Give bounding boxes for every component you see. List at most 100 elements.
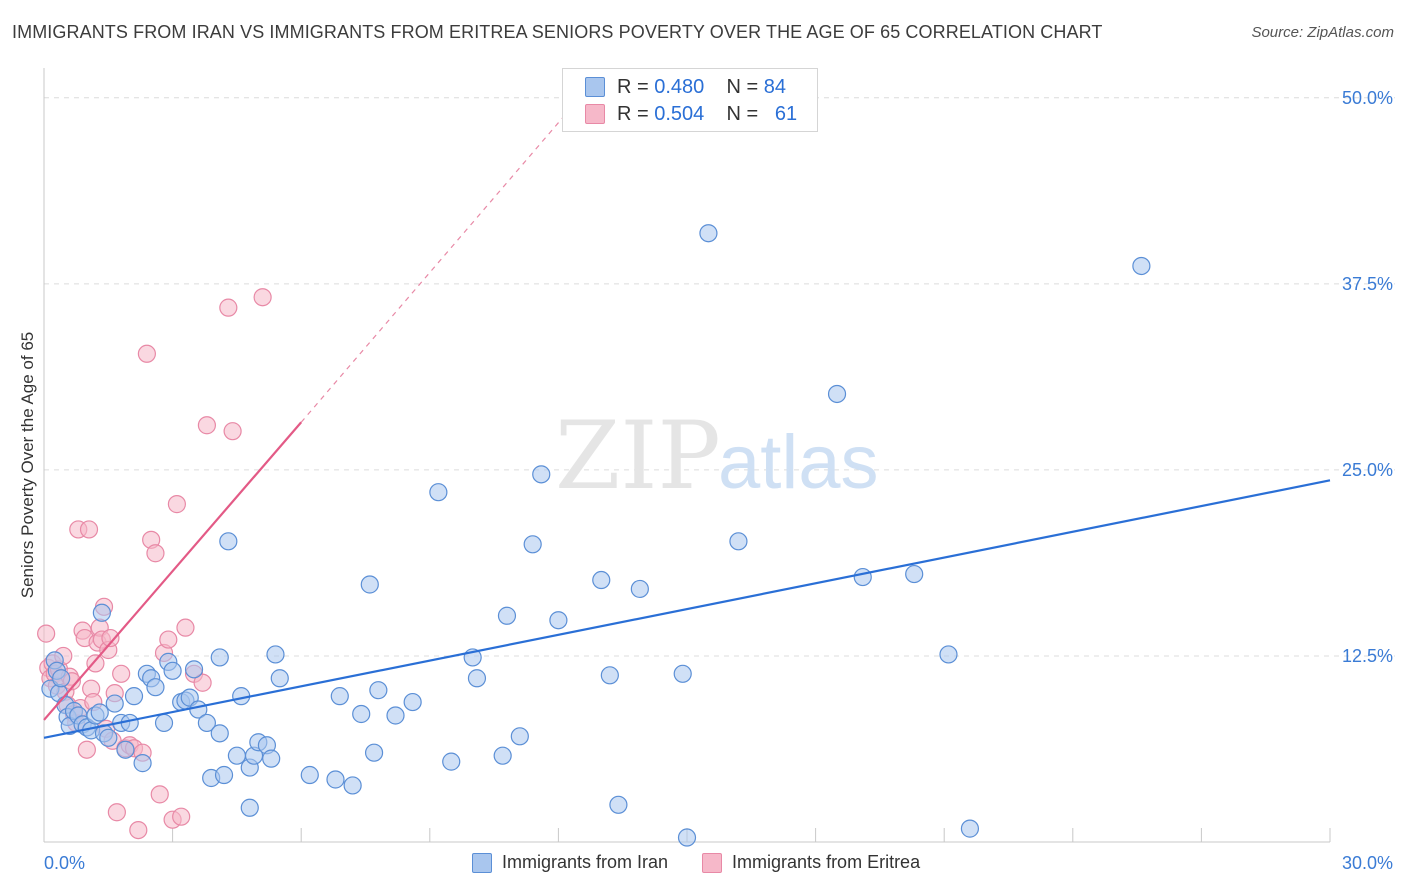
iran-point <box>429 483 448 502</box>
legend-n-value-eritrea: 61 <box>774 102 798 125</box>
iran-point <box>609 795 628 814</box>
eritrea-point <box>137 344 156 363</box>
legend-r-label-iran: R = <box>617 75 649 98</box>
eritrea-point <box>253 288 272 307</box>
iran-point <box>124 687 144 706</box>
legend-row-eritrea: R = 0.504 N = 61 <box>585 102 797 126</box>
iran-point <box>197 713 216 733</box>
legend-r-value-iran: 0.480 <box>654 75 705 98</box>
x-tick-label-max: 30.0% <box>1342 853 1393 873</box>
legend-swatch-iran <box>585 77 605 97</box>
eritrea-point <box>112 664 131 683</box>
source-label: Source: ZipAtlas.com <box>1251 24 1394 41</box>
iran-point <box>600 666 619 685</box>
eritrea-point <box>197 416 216 435</box>
eritrea-point <box>37 624 56 643</box>
iran-point <box>497 606 517 625</box>
eritrea-point <box>77 740 96 759</box>
iran-point <box>352 704 371 724</box>
y-tick-label: 25.0% <box>1342 460 1393 480</box>
iran-point <box>592 570 611 590</box>
legend-label-iran: Immigrants from Iran <box>502 852 669 872</box>
iran-point <box>549 611 568 630</box>
iran-point <box>227 746 246 765</box>
iran-point <box>523 535 542 554</box>
chart-title: IMMIGRANTS FROM IRAN VS IMMIGRANTS FROM … <box>12 22 1103 42</box>
legend-swatch-iran-bottom <box>472 852 492 873</box>
iran-point <box>827 384 847 404</box>
iran-points <box>41 224 1151 847</box>
iran-point <box>1132 256 1151 276</box>
eritrea-point <box>223 422 242 441</box>
grid <box>44 97 1395 657</box>
iran-point <box>266 645 285 664</box>
iran-point <box>90 703 109 722</box>
legend-label-eritrea: Immigrants from Eritrea <box>732 852 921 872</box>
iran-point <box>442 752 461 771</box>
iran-point <box>52 669 71 688</box>
iran-point <box>300 765 319 785</box>
iran-point <box>326 770 345 789</box>
iran-point <box>146 678 165 697</box>
watermark-atlas: atlas <box>718 420 879 505</box>
series-legend: Immigrants from Iran Immigrants from Eri… <box>472 852 954 873</box>
iran-point <box>960 819 980 838</box>
trend-lines <box>43 97 1331 739</box>
y-tick-label: 37.5% <box>1342 274 1393 294</box>
iran-point <box>270 669 289 688</box>
y-axis-label-wrap: Seniors Poverty Over the Age of 65 <box>16 300 40 630</box>
iran-point <box>386 706 405 725</box>
eritrea-trend-extension <box>300 97 581 423</box>
iran-point <box>467 669 487 688</box>
iran-point <box>343 776 362 795</box>
iran-point <box>403 692 422 712</box>
y-axis-label: Seniors Poverty Over the Age of 65 <box>18 331 37 599</box>
iran-point <box>154 713 174 733</box>
iran-point <box>493 746 512 765</box>
iran-point <box>240 798 259 817</box>
iran-point <box>214 765 234 785</box>
iran-trend-line <box>43 479 1331 739</box>
tick-labels: 12.5% 25.0% 37.5% 50.0% 0.0% 30.0% <box>44 88 1393 873</box>
y-tick-label: 12.5% <box>1342 646 1393 666</box>
legend-row-iran: R = 0.480 N = 84 <box>585 75 786 99</box>
eritrea-point <box>107 803 126 822</box>
legend-item-eritrea[interactable]: Immigrants from Eritrea <box>702 852 920 873</box>
iran-point <box>729 532 748 551</box>
iran-point <box>532 465 551 484</box>
eritrea-point <box>219 298 238 317</box>
y-tick-label: 50.0% <box>1342 88 1393 108</box>
legend-swatch-eritrea-bottom <box>702 852 723 873</box>
iran-point <box>699 224 718 243</box>
iran-point <box>369 681 388 700</box>
iran-point <box>853 567 872 587</box>
iran-point <box>210 648 229 667</box>
legend-item-iran[interactable]: Immigrants from Iran <box>472 852 668 873</box>
iran-point <box>330 687 349 706</box>
iran-point <box>939 645 958 664</box>
eritrea-point <box>176 618 195 637</box>
watermark: ZIP atlas <box>555 402 879 511</box>
eritrea-point <box>167 495 186 514</box>
iran-point <box>99 728 118 747</box>
eritrea-point <box>79 520 99 539</box>
iran-point <box>673 664 692 683</box>
eritrea-trend-line <box>43 421 303 721</box>
legend-n-label-eritrea: N = <box>726 102 759 125</box>
iran-point <box>364 743 384 762</box>
eritrea-point <box>86 654 105 673</box>
legend-n-value-iran: 84 <box>763 75 787 98</box>
iran-point <box>116 740 135 759</box>
iran-point <box>133 754 152 773</box>
iran-point <box>905 564 924 584</box>
eritrea-point <box>150 785 169 804</box>
iran-point <box>510 727 529 746</box>
iran-point <box>92 603 111 622</box>
legend-r-label-eritrea: R = <box>617 102 649 125</box>
watermark-zip: ZIP <box>555 402 721 511</box>
eritrea-point <box>159 630 178 649</box>
iran-point <box>184 660 204 679</box>
x-tick-label-min: 0.0% <box>44 853 85 873</box>
correlation-legend: R = 0.480 N = 84 R = 0.504 N = 61 <box>562 68 818 132</box>
